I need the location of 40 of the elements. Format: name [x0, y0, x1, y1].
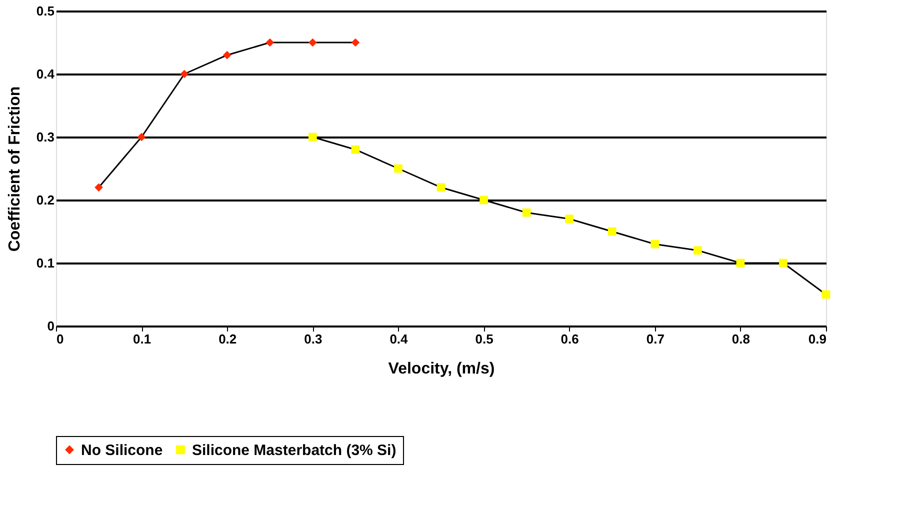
point — [608, 227, 616, 236]
x-tick-label: 0.8 — [732, 332, 750, 346]
x-tick-label: 0.7 — [646, 332, 664, 346]
y-axis-title: Coefficient of Friction — [6, 86, 24, 252]
x-tick-label: 0.4 — [390, 332, 409, 346]
point — [650, 240, 660, 248]
y-tick-label: 0 — [47, 318, 54, 334]
x-tick-label: 0.9 — [808, 332, 826, 346]
point — [480, 196, 488, 204]
point — [394, 164, 402, 173]
point — [736, 258, 745, 268]
x-tick-label: 0.5 — [475, 332, 494, 346]
point — [779, 258, 788, 268]
point — [308, 132, 317, 142]
legend-label: Silicone Masterbatch (3% Si) — [192, 442, 396, 459]
y-tick-label: 0.5 — [36, 4, 54, 18]
point — [351, 145, 360, 154]
point — [94, 183, 103, 192]
y-tick-label: 0.2 — [36, 192, 54, 208]
x-tick-label: 0.2 — [218, 332, 237, 346]
point — [522, 208, 531, 217]
x-tick-label: 0 — [56, 332, 64, 346]
point — [308, 38, 317, 47]
point — [693, 246, 702, 255]
point — [436, 183, 446, 192]
point — [266, 38, 274, 47]
x-tick-label: 0.6 — [560, 332, 579, 346]
legend-label: No Silicone — [81, 442, 163, 459]
x-tick-label: 0.1 — [133, 332, 152, 346]
point — [137, 132, 146, 142]
x-tick-label: 0.3 — [304, 332, 322, 346]
point — [565, 214, 574, 224]
point — [822, 290, 830, 299]
y-tick-label: 0.4 — [36, 66, 56, 82]
y-tick-label: 0.1 — [36, 256, 54, 270]
y-tick-label: 0.3 — [36, 130, 54, 144]
point — [351, 38, 360, 47]
point — [222, 50, 232, 60]
x-axis-title: Velocity, (m/s) — [388, 360, 495, 378]
point — [180, 70, 189, 78]
